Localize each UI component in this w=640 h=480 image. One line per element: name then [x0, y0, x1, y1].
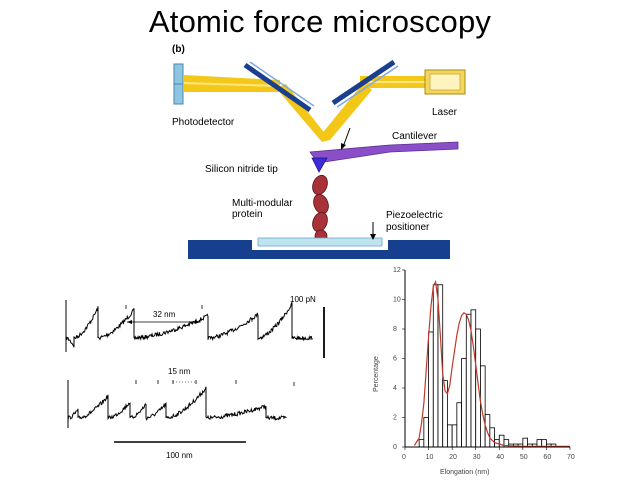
laser-label: Laser: [432, 107, 458, 118]
gaussian-fit-curve: [413, 279, 570, 447]
dim-32-arrow-left: [127, 320, 132, 324]
x-tick-label: 50: [520, 454, 528, 461]
mirror-right-edge: [336, 65, 399, 108]
y-tick-label: 2: [393, 415, 397, 422]
multi-modular-protein: [312, 174, 329, 243]
x-tick-label: 10: [426, 454, 434, 461]
laser-inner: [429, 73, 461, 91]
histogram-bar: [465, 313, 472, 448]
piezo-arrowhead: [370, 234, 376, 240]
y-tick-label: 12: [393, 267, 401, 274]
y-tick-label: 6: [393, 356, 397, 363]
histogram-bar: [489, 427, 495, 448]
y-tick-label: 4: [393, 385, 397, 392]
force-scale-label: 100 pN: [290, 295, 316, 304]
beam-highlight-1: [183, 82, 281, 87]
cantilever-arrow: [342, 127, 351, 148]
cantilever-label: Cantilever: [392, 131, 438, 142]
cantilever: [309, 141, 459, 164]
upper-peak-ticks: [125, 305, 295, 386]
force-traces: 32 nm 15 nm 100 pN 100 nm: [65, 295, 325, 460]
x-tick-label: 40: [496, 454, 504, 461]
dim-32-label: 32 nm: [153, 310, 176, 319]
histogram-bars: [418, 284, 557, 448]
sample-substrate: [257, 237, 383, 247]
histogram-bar: [451, 424, 458, 448]
histogram-bar: [447, 424, 453, 448]
piezo-stage: [188, 240, 450, 259]
y-tick-label: 10: [393, 297, 401, 304]
histogram-x-ticks: 0 10 20 30 40 50 60 70: [402, 447, 575, 461]
histogram-bar: [423, 417, 429, 448]
histogram-bar: [418, 439, 425, 448]
page-title: Atomic force microscopy: [148, 4, 492, 39]
silicon-nitride-tip: [311, 157, 328, 173]
mirror-left: [243, 62, 312, 113]
histogram-bar: [470, 309, 477, 448]
x-tick-label: 60: [543, 454, 551, 461]
trace-lower: [67, 386, 287, 421]
protein-label-2: protein: [232, 209, 263, 220]
histogram-chart: 0 10 20 30 40 50 60 70 0 2 4 6 8 10 12 Percentage Elo…: [373, 267, 575, 476]
photodetector-label: Photodetector: [172, 117, 235, 128]
histogram-bar: [432, 284, 439, 448]
dim-15-label: 15 nm: [168, 367, 191, 376]
y-tick-label: 8: [393, 326, 397, 333]
piezo-label-1: Piezoelectric: [386, 210, 443, 221]
beam-to-tip: [320, 82, 372, 140]
protein-label-1: Multi-modular: [232, 198, 293, 209]
protein-module-1: [312, 174, 328, 196]
mirror-right: [331, 59, 396, 106]
histogram-xlabel: Elongation (nm): [440, 469, 489, 476]
x-tick-label: 20: [449, 454, 457, 461]
mirror-left-edge: [249, 61, 315, 107]
tip-label: Silicon nitride tip: [205, 164, 278, 175]
histogram-bar: [428, 331, 434, 448]
histogram-bar: [522, 437, 528, 448]
length-scale-label: 100 nm: [166, 451, 193, 460]
histogram-ylabel: Percentage: [373, 356, 380, 392]
trace-upper: [65, 300, 313, 348]
x-tick-label: 70: [567, 454, 575, 461]
x-tick-label: 30: [473, 454, 481, 461]
histogram-bar: [456, 402, 462, 448]
histogram-y-ticks: 0 2 4 6 8 10 12: [393, 267, 405, 451]
panel-label: (b): [172, 44, 185, 55]
dim-32-arrow-right: [195, 320, 200, 324]
cantilever-arrowhead: [341, 143, 346, 150]
x-tick-label: 0: [402, 454, 406, 461]
y-tick-label: 0: [393, 444, 397, 451]
piezo-label-2: positioner: [386, 222, 430, 233]
afm-diagram: (b) Photodetector Laser Cantilever: [172, 44, 466, 259]
histogram-bar: [461, 358, 467, 448]
